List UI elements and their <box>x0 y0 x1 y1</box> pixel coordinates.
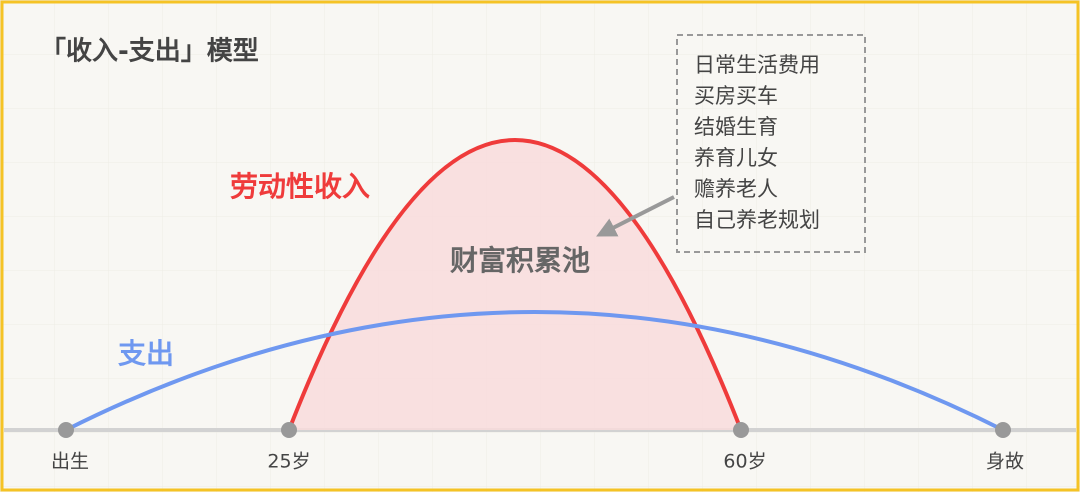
pointer-arrow <box>596 195 675 237</box>
expense-item: 买房买车 <box>694 84 778 108</box>
income-curve <box>287 138 743 431</box>
timeline-dot <box>58 422 74 438</box>
expense-item: 结婚生育 <box>694 115 778 139</box>
timeline-dot <box>733 422 749 438</box>
expense-item: 养育儿女 <box>694 146 778 170</box>
income-label: 劳动性收入 <box>230 170 370 203</box>
expense-item: 自己养老规划 <box>694 208 820 232</box>
expense-curve <box>65 310 1004 432</box>
pool-label: 财富积累池 <box>450 244 590 277</box>
expense-item: 赡养老人 <box>694 177 778 201</box>
expense-item: 日常生活费用 <box>694 53 820 77</box>
timeline-label: 出生 <box>51 451 89 473</box>
timeline-label: 25岁 <box>267 451 310 473</box>
expense-label: 支出 <box>118 337 174 370</box>
timeline-label: 身故 <box>986 451 1024 473</box>
timeline-label: 60岁 <box>723 451 766 473</box>
timeline-dot <box>281 422 297 438</box>
expense-items-box <box>676 34 866 253</box>
title: 「收入-支出」模型 <box>40 36 259 67</box>
timeline-dot <box>995 422 1011 438</box>
